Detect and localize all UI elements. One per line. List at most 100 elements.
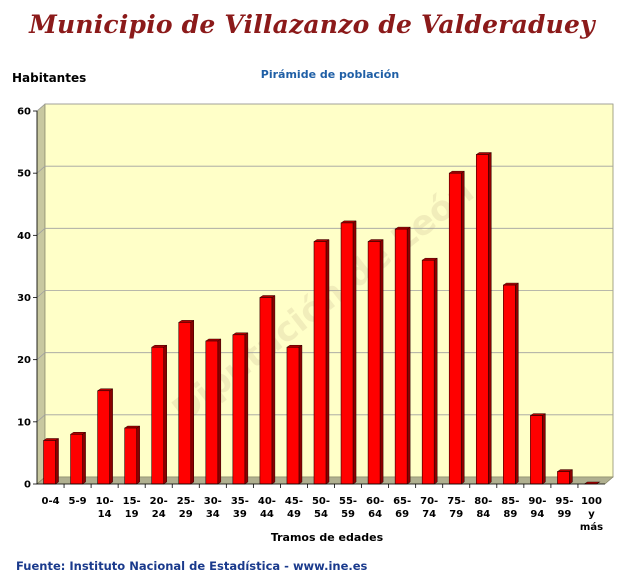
bar <box>286 344 303 485</box>
y-tick-label: 50 <box>17 169 31 180</box>
bar <box>69 431 87 485</box>
x-tick-label: 45-49 <box>285 496 303 520</box>
bar-side <box>488 152 492 485</box>
bar <box>204 338 222 485</box>
bar-side <box>244 332 249 485</box>
bar-side <box>460 170 465 485</box>
bar-side <box>406 226 411 485</box>
bar-side <box>136 425 140 485</box>
bar-face <box>124 427 137 485</box>
bar-face <box>232 334 246 485</box>
bar-face <box>394 228 408 485</box>
x-tick-label: 80-84 <box>474 496 492 520</box>
bar-side <box>163 344 167 485</box>
bar <box>367 239 384 485</box>
x-tick-label: 10-14 <box>96 496 114 520</box>
bar <box>96 388 114 485</box>
bar <box>150 344 168 485</box>
grid-line-side <box>36 414 46 423</box>
x-tick-label: 5-9 <box>69 496 87 507</box>
bar-side <box>217 338 222 485</box>
bar <box>340 220 357 485</box>
bar-side <box>379 239 384 485</box>
bar-side <box>352 220 357 485</box>
y-tick-labels: 0 10 20 30 40 50 60 <box>17 107 605 491</box>
bar-face <box>448 172 462 485</box>
x-tick-label: 20-24 <box>150 496 168 520</box>
x-tick-label: 70-74 <box>420 496 438 520</box>
bar-side <box>433 257 438 485</box>
x-tick-label: 50-54 <box>312 496 330 520</box>
bar-face <box>151 346 165 485</box>
grid-line-side <box>36 103 46 112</box>
bar <box>448 170 466 485</box>
bar <box>502 282 520 485</box>
bar-face <box>503 284 516 485</box>
bar <box>313 239 330 485</box>
y-axis-label: Habitantes <box>12 71 87 85</box>
bar-side <box>325 239 330 485</box>
bar-top <box>394 226 411 230</box>
bar-face <box>70 433 83 485</box>
x-tick-label: 40-44 <box>258 496 276 520</box>
bar <box>475 152 493 485</box>
x-tick-label: 100 y más <box>580 496 603 533</box>
x-tick-label: 90-94 <box>528 496 546 520</box>
grid-line-side <box>36 290 46 298</box>
bar-face <box>259 297 273 485</box>
y-tick-label: 60 <box>17 107 31 118</box>
bar-side <box>515 282 519 485</box>
bar-face <box>43 440 56 485</box>
bar <box>232 332 249 485</box>
bar-face <box>97 390 110 485</box>
bar-side <box>55 438 59 485</box>
y-tick-label: 20 <box>17 355 31 366</box>
bar <box>42 438 60 485</box>
x-tick-label: 35-39 <box>231 496 249 520</box>
x-tick-label: 30-34 <box>204 496 222 520</box>
page-title: Municipio de Villazanzo de Valderaduey <box>29 10 595 39</box>
x-tick-label: 85-89 <box>501 496 519 520</box>
grid-line-side <box>36 228 46 236</box>
bar-face <box>367 241 381 485</box>
bar <box>556 469 574 485</box>
bar-face <box>557 471 570 485</box>
x-axis-label: Tramos de edades <box>270 531 384 544</box>
grid-line-side <box>36 165 46 174</box>
x-tick-label: 95-99 <box>555 496 573 520</box>
bar-face <box>178 322 192 485</box>
x-tick-label: 55-59 <box>339 496 357 520</box>
bar-side <box>271 295 276 485</box>
chart-title: Pirámide de población <box>260 68 400 81</box>
bar-side <box>109 388 113 485</box>
y-tick-label: 40 <box>17 231 31 242</box>
x-tick-label: 15-19 <box>123 496 141 520</box>
bar-side <box>82 431 86 485</box>
bar-face <box>530 415 543 485</box>
bar <box>177 319 195 485</box>
bars <box>42 152 601 485</box>
bar-face <box>286 346 300 485</box>
bar-face <box>340 222 354 485</box>
bar-face <box>313 241 327 485</box>
bar-side <box>190 319 195 485</box>
x-tick-label: 65-69 <box>393 496 411 520</box>
bar <box>259 295 276 485</box>
bar <box>123 425 141 485</box>
y-tick-label: 0 <box>24 480 31 491</box>
bar-side <box>298 344 303 485</box>
bar-face <box>475 154 489 485</box>
x-tick-label: 25-29 <box>177 496 195 520</box>
x-tick-label: 60-64 <box>366 496 384 520</box>
bar-face <box>205 340 219 485</box>
bar-top <box>529 413 547 416</box>
x-tick-label: 0-4 <box>41 496 59 507</box>
x-tick-labels: 0-4 5-9 10-14 15-19 20-24 25-29 30-34 35-39 40-4… <box>41 484 603 533</box>
bar-top <box>340 220 357 224</box>
bar-side <box>569 469 573 485</box>
bar <box>421 257 439 485</box>
grid-line-side <box>36 352 46 360</box>
x-tick-label: 75-79 <box>447 496 465 520</box>
